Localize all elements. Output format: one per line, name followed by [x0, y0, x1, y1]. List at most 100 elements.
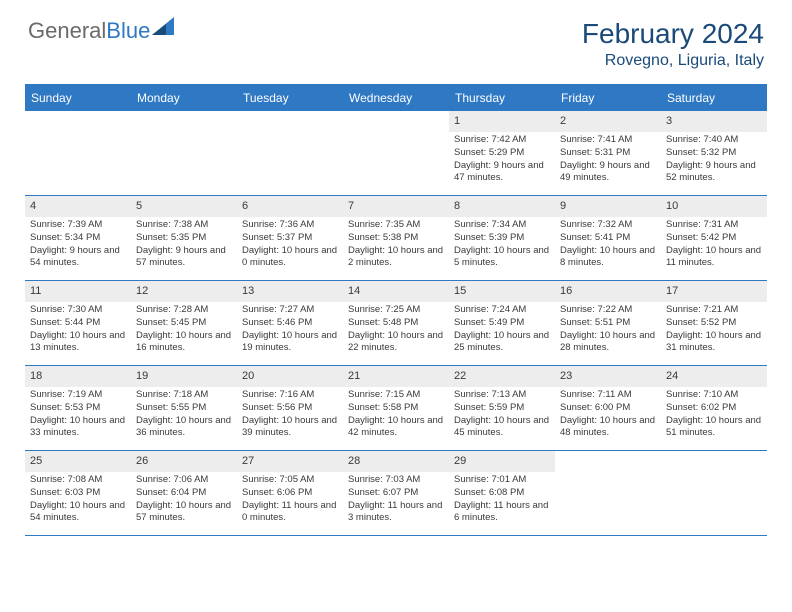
- day-cell: 10Sunrise: 7:31 AMSunset: 5:42 PMDayligh…: [661, 196, 767, 280]
- sunset-text: Sunset: 5:44 PM: [30, 317, 127, 330]
- week-row: 25Sunrise: 7:08 AMSunset: 6:03 PMDayligh…: [25, 451, 767, 536]
- sunrise-text: Sunrise: 7:35 AM: [348, 219, 445, 232]
- daylight-text: Daylight: 10 hours and 39 minutes.: [242, 415, 339, 441]
- day-number: 15: [449, 281, 555, 302]
- sunset-text: Sunset: 5:49 PM: [454, 317, 551, 330]
- sunrise-text: Sunrise: 7:10 AM: [666, 389, 763, 402]
- sunrise-text: Sunrise: 7:24 AM: [454, 304, 551, 317]
- brand-part1: General: [28, 18, 106, 44]
- daylight-text: Daylight: 10 hours and 28 minutes.: [560, 330, 657, 356]
- day-cell: 9Sunrise: 7:32 AMSunset: 5:41 PMDaylight…: [555, 196, 661, 280]
- day-header: Monday: [131, 85, 237, 111]
- sunrise-text: Sunrise: 7:34 AM: [454, 219, 551, 232]
- day-header: Tuesday: [237, 85, 343, 111]
- sunrise-text: Sunrise: 7:31 AM: [666, 219, 763, 232]
- daylight-text: Daylight: 9 hours and 52 minutes.: [666, 160, 763, 186]
- daylight-text: Daylight: 9 hours and 47 minutes.: [454, 160, 551, 186]
- day-number: 20: [237, 366, 343, 387]
- day-cell: 27Sunrise: 7:05 AMSunset: 6:06 PMDayligh…: [237, 451, 343, 535]
- day-number: 28: [343, 451, 449, 472]
- sunset-text: Sunset: 5:34 PM: [30, 232, 127, 245]
- day-cell: 4Sunrise: 7:39 AMSunset: 5:34 PMDaylight…: [25, 196, 131, 280]
- sunset-text: Sunset: 5:45 PM: [136, 317, 233, 330]
- daylight-text: Daylight: 10 hours and 33 minutes.: [30, 415, 127, 441]
- day-number: 8: [449, 196, 555, 217]
- daylight-text: Daylight: 10 hours and 54 minutes.: [30, 500, 127, 526]
- day-number: 12: [131, 281, 237, 302]
- day-cell: 17Sunrise: 7:21 AMSunset: 5:52 PMDayligh…: [661, 281, 767, 365]
- brand-logo: GeneralBlue: [28, 18, 174, 44]
- day-cell: 26Sunrise: 7:06 AMSunset: 6:04 PMDayligh…: [131, 451, 237, 535]
- day-cell: 22Sunrise: 7:13 AMSunset: 5:59 PMDayligh…: [449, 366, 555, 450]
- day-cell: 11Sunrise: 7:30 AMSunset: 5:44 PMDayligh…: [25, 281, 131, 365]
- day-cell: [237, 111, 343, 195]
- sunset-text: Sunset: 5:58 PM: [348, 402, 445, 415]
- sunset-text: Sunset: 6:00 PM: [560, 402, 657, 415]
- week-row: 18Sunrise: 7:19 AMSunset: 5:53 PMDayligh…: [25, 366, 767, 451]
- daylight-text: Daylight: 10 hours and 45 minutes.: [454, 415, 551, 441]
- daylight-text: Daylight: 10 hours and 42 minutes.: [348, 415, 445, 441]
- month-title: February 2024: [582, 18, 764, 50]
- sunrise-text: Sunrise: 7:22 AM: [560, 304, 657, 317]
- day-number: 22: [449, 366, 555, 387]
- sunset-text: Sunset: 5:29 PM: [454, 147, 551, 160]
- sunset-text: Sunset: 5:35 PM: [136, 232, 233, 245]
- daylight-text: Daylight: 10 hours and 48 minutes.: [560, 415, 657, 441]
- week-row: 4Sunrise: 7:39 AMSunset: 5:34 PMDaylight…: [25, 196, 767, 281]
- sunrise-text: Sunrise: 7:36 AM: [242, 219, 339, 232]
- sunset-text: Sunset: 5:59 PM: [454, 402, 551, 415]
- brand-triangle-icon: [152, 17, 174, 35]
- sunrise-text: Sunrise: 7:40 AM: [666, 134, 763, 147]
- sunrise-text: Sunrise: 7:11 AM: [560, 389, 657, 402]
- sunrise-text: Sunrise: 7:01 AM: [454, 474, 551, 487]
- day-number: 4: [25, 196, 131, 217]
- day-number: 23: [555, 366, 661, 387]
- day-cell: [25, 111, 131, 195]
- sunset-text: Sunset: 5:51 PM: [560, 317, 657, 330]
- day-header: Thursday: [449, 85, 555, 111]
- sunrise-text: Sunrise: 7:27 AM: [242, 304, 339, 317]
- day-cell: [555, 451, 661, 535]
- day-number: 14: [343, 281, 449, 302]
- day-cell: 5Sunrise: 7:38 AMSunset: 5:35 PMDaylight…: [131, 196, 237, 280]
- daylight-text: Daylight: 10 hours and 16 minutes.: [136, 330, 233, 356]
- day-cell: 2Sunrise: 7:41 AMSunset: 5:31 PMDaylight…: [555, 111, 661, 195]
- sunrise-text: Sunrise: 7:32 AM: [560, 219, 657, 232]
- daylight-text: Daylight: 11 hours and 6 minutes.: [454, 500, 551, 526]
- title-block: February 2024 Rovegno, Liguria, Italy: [582, 18, 764, 70]
- daylight-text: Daylight: 10 hours and 2 minutes.: [348, 245, 445, 271]
- day-header-row: Sunday Monday Tuesday Wednesday Thursday…: [25, 85, 767, 111]
- sunrise-text: Sunrise: 7:42 AM: [454, 134, 551, 147]
- day-cell: 14Sunrise: 7:25 AMSunset: 5:48 PMDayligh…: [343, 281, 449, 365]
- day-number: 21: [343, 366, 449, 387]
- day-header: Saturday: [661, 85, 767, 111]
- sunset-text: Sunset: 6:07 PM: [348, 487, 445, 500]
- daylight-text: Daylight: 10 hours and 19 minutes.: [242, 330, 339, 356]
- day-number: 10: [661, 196, 767, 217]
- sunset-text: Sunset: 5:55 PM: [136, 402, 233, 415]
- sunset-text: Sunset: 6:03 PM: [30, 487, 127, 500]
- week-row: 1Sunrise: 7:42 AMSunset: 5:29 PMDaylight…: [25, 111, 767, 196]
- sunset-text: Sunset: 5:38 PM: [348, 232, 445, 245]
- day-header: Sunday: [25, 85, 131, 111]
- daylight-text: Daylight: 11 hours and 0 minutes.: [242, 500, 339, 526]
- sunrise-text: Sunrise: 7:06 AM: [136, 474, 233, 487]
- day-cell: 29Sunrise: 7:01 AMSunset: 6:08 PMDayligh…: [449, 451, 555, 535]
- day-cell: 19Sunrise: 7:18 AMSunset: 5:55 PMDayligh…: [131, 366, 237, 450]
- daylight-text: Daylight: 10 hours and 11 minutes.: [666, 245, 763, 271]
- daylight-text: Daylight: 9 hours and 49 minutes.: [560, 160, 657, 186]
- sunrise-text: Sunrise: 7:15 AM: [348, 389, 445, 402]
- daylight-text: Daylight: 10 hours and 8 minutes.: [560, 245, 657, 271]
- sunrise-text: Sunrise: 7:25 AM: [348, 304, 445, 317]
- day-cell: 25Sunrise: 7:08 AMSunset: 6:03 PMDayligh…: [25, 451, 131, 535]
- sunrise-text: Sunrise: 7:41 AM: [560, 134, 657, 147]
- sunset-text: Sunset: 5:31 PM: [560, 147, 657, 160]
- day-cell: 18Sunrise: 7:19 AMSunset: 5:53 PMDayligh…: [25, 366, 131, 450]
- day-number: 13: [237, 281, 343, 302]
- day-header: Friday: [555, 85, 661, 111]
- daylight-text: Daylight: 10 hours and 13 minutes.: [30, 330, 127, 356]
- daylight-text: Daylight: 11 hours and 3 minutes.: [348, 500, 445, 526]
- sunset-text: Sunset: 5:32 PM: [666, 147, 763, 160]
- day-number: 18: [25, 366, 131, 387]
- day-number: 26: [131, 451, 237, 472]
